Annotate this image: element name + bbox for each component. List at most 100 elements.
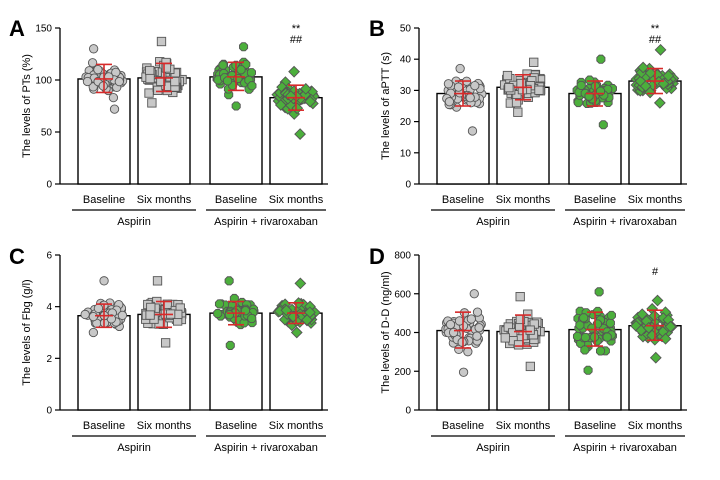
y-tick-label: 20 bbox=[400, 117, 412, 128]
category-label: Baseline bbox=[83, 194, 125, 206]
bar bbox=[77, 78, 131, 185]
data-points bbox=[80, 276, 128, 338]
panel-a: A The levels of PTs (%) 0 50 100 150 Baseline S… bbox=[9, 16, 328, 228]
y-tick-label: 50 bbox=[400, 24, 412, 35]
y-tick-label: 0 bbox=[46, 180, 52, 191]
error-bar bbox=[514, 314, 532, 347]
error-bar bbox=[287, 301, 305, 325]
y-tick-label: 0 bbox=[405, 180, 411, 191]
y-axis-label: The levels of D-D (ng/ml) bbox=[380, 271, 392, 393]
bar bbox=[628, 80, 682, 185]
y-tick-label: 6 bbox=[46, 251, 52, 262]
data-point bbox=[572, 331, 583, 341]
data-point bbox=[160, 338, 171, 348]
panel-c: C The levels of Fbg (g/l) 0 2 4 6 Baseline Six … bbox=[9, 244, 328, 454]
data-point bbox=[114, 76, 124, 87]
data-point bbox=[453, 82, 464, 92]
bar bbox=[209, 76, 263, 185]
group-label: Aspirin bbox=[117, 216, 151, 228]
y-tick-label: 50 bbox=[41, 128, 53, 139]
significance-marker: ## bbox=[290, 34, 303, 46]
data-point bbox=[88, 311, 99, 322]
data-point bbox=[214, 299, 225, 309]
data-points bbox=[630, 43, 680, 109]
y-axis-label: The levels of Fbg (g/l) bbox=[21, 279, 33, 385]
group-label: Aspirin + rivaroxaban bbox=[214, 442, 318, 454]
error-bar bbox=[454, 311, 472, 349]
group-label: Aspirin bbox=[476, 216, 510, 228]
data-points bbox=[81, 44, 128, 114]
data-point bbox=[500, 333, 510, 343]
data-point bbox=[664, 320, 677, 333]
bar bbox=[496, 86, 550, 185]
data-point bbox=[467, 126, 478, 136]
data-point bbox=[598, 120, 608, 130]
data-point bbox=[649, 351, 662, 364]
data-point bbox=[294, 277, 307, 290]
panel-letter: B bbox=[369, 16, 385, 41]
significance-marker: ** bbox=[651, 23, 660, 35]
data-point bbox=[502, 70, 513, 81]
data-point bbox=[472, 331, 482, 341]
y-axis-label: The levels of aPTT (s) bbox=[380, 52, 392, 160]
data-point bbox=[88, 44, 99, 54]
data-point bbox=[474, 323, 484, 333]
data-point bbox=[511, 97, 522, 108]
data-point bbox=[224, 276, 234, 286]
data-point bbox=[87, 58, 98, 68]
data-point bbox=[580, 345, 590, 355]
category-label: Six months bbox=[137, 420, 192, 432]
significance-marker: ## bbox=[649, 34, 662, 46]
data-point bbox=[515, 292, 525, 302]
data-point bbox=[233, 73, 243, 84]
data-point bbox=[575, 320, 585, 330]
data-point bbox=[218, 60, 228, 70]
data-point bbox=[445, 319, 456, 330]
data-point bbox=[224, 310, 234, 320]
data-point bbox=[525, 325, 535, 335]
data-point bbox=[636, 308, 649, 321]
category-label: Six months bbox=[628, 420, 683, 432]
data-point bbox=[144, 88, 154, 98]
panel-letter: D bbox=[369, 244, 385, 269]
category-label: Baseline bbox=[215, 194, 257, 206]
data-point bbox=[152, 276, 163, 286]
data-point bbox=[455, 63, 465, 74]
y-tick-label: 0 bbox=[46, 406, 52, 417]
data-point bbox=[469, 289, 479, 299]
bar bbox=[436, 92, 490, 185]
data-points bbox=[441, 289, 486, 377]
data-point bbox=[82, 76, 93, 87]
error-bar bbox=[227, 300, 245, 326]
data-point bbox=[534, 85, 544, 95]
data-point bbox=[639, 80, 652, 92]
data-point bbox=[146, 302, 156, 313]
data-point bbox=[170, 76, 180, 87]
data-point bbox=[223, 76, 233, 86]
data-point bbox=[579, 313, 589, 323]
data-point bbox=[80, 309, 90, 320]
y-tick-label: 4 bbox=[46, 302, 52, 313]
y-tick-label: 150 bbox=[35, 24, 52, 35]
data-point bbox=[466, 314, 476, 324]
error-bar bbox=[95, 63, 113, 94]
group-label: Aspirin bbox=[117, 442, 151, 454]
data-point bbox=[513, 107, 523, 117]
category-label: Baseline bbox=[442, 420, 484, 432]
error-bar bbox=[287, 84, 305, 111]
bar bbox=[77, 315, 131, 411]
error-bar bbox=[155, 300, 173, 329]
category-label: Six months bbox=[496, 420, 551, 432]
data-point bbox=[516, 78, 526, 89]
data-point bbox=[153, 85, 163, 96]
y-tick-label: 800 bbox=[394, 251, 411, 262]
category-label: Six months bbox=[269, 194, 324, 206]
data-point bbox=[290, 326, 303, 339]
panel-d: D The levels of D-D (ng/ml) 0 200 400 600 800 B… bbox=[369, 244, 687, 454]
data-point bbox=[213, 308, 223, 318]
data-point bbox=[246, 68, 256, 78]
significance-marker: # bbox=[652, 266, 659, 278]
data-point bbox=[117, 310, 128, 320]
data-point bbox=[247, 313, 257, 323]
